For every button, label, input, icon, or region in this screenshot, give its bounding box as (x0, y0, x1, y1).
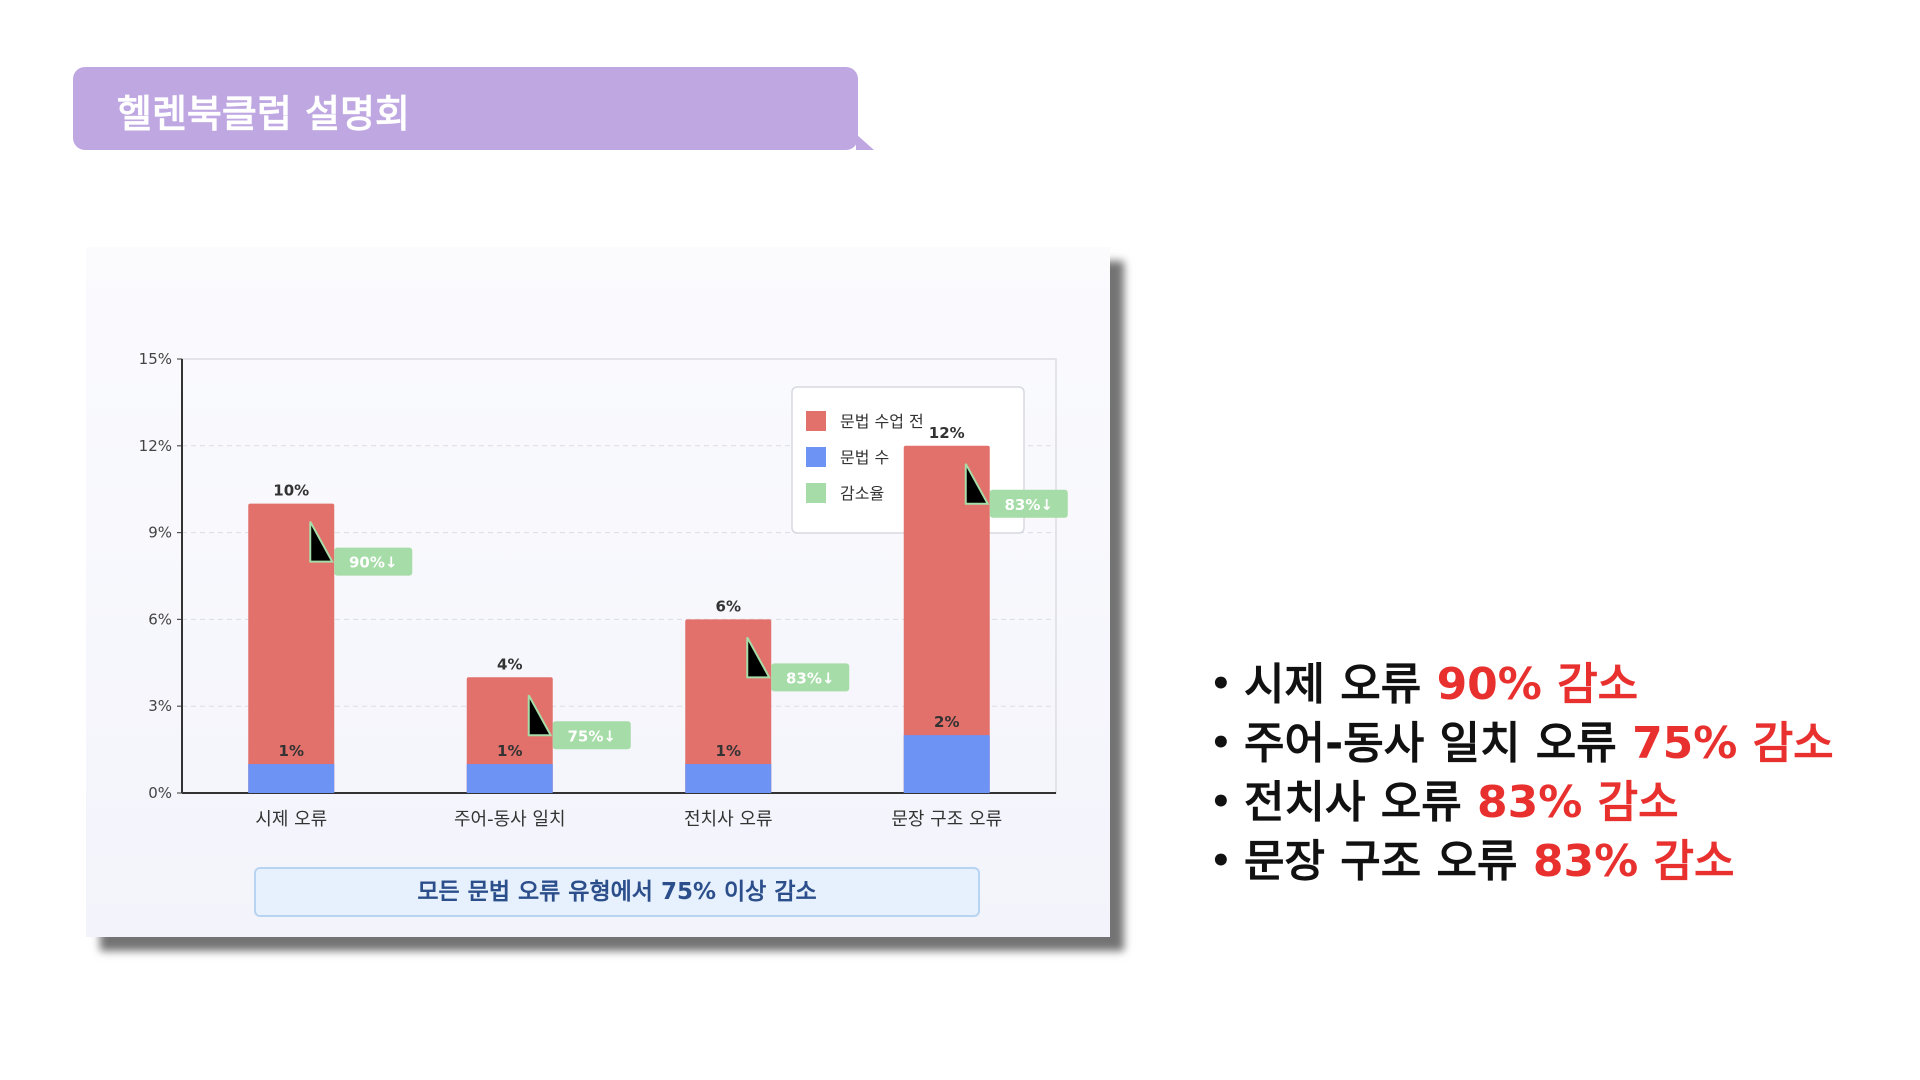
bar-before (903, 445, 990, 793)
bullet-text: 문장 구조 오류 (1244, 836, 1533, 887)
legend-swatch (806, 447, 826, 467)
bar-after-label: 1% (497, 742, 522, 760)
reduction-badge (334, 547, 413, 576)
reduction-pointer (746, 636, 771, 679)
bar-before-label: 4% (497, 655, 522, 673)
y-tick-label: 3% (148, 697, 172, 715)
y-tick-label: 0% (148, 784, 172, 802)
bullet-dot-icon: • (1210, 723, 1232, 763)
bullet-highlight: 90% 감소 (1436, 659, 1639, 710)
bullet-item: • 전치사 오류 83% 감소 (1210, 773, 1834, 832)
bullet-text: 시제 오류 (1244, 659, 1437, 710)
x-tick-label: 주어-동사 일치 (454, 809, 566, 830)
legend-label: 감소율 (840, 484, 884, 503)
reduction-label: 83%↓ (786, 669, 834, 687)
bullet-item: • 시제 오류 90% 감소 (1210, 655, 1834, 714)
reduction-pointer (309, 521, 334, 563)
bullet-highlight: 83% 감소 (1532, 836, 1735, 887)
reduction-badge (771, 663, 850, 692)
x-tick-label: 시제 오류 (255, 809, 327, 830)
reduction-badge (989, 489, 1068, 518)
reduction-label: 75%↓ (568, 727, 616, 745)
x-tick-label: 전치사 오류 (684, 809, 773, 830)
summary-banner: 모든 문법 오류 유형에서 75% 이상 감소 (254, 867, 980, 917)
bar-after (248, 764, 335, 793)
bullet-highlight: 83% 감소 (1477, 777, 1679, 828)
reduction-label: 83%↓ (1005, 496, 1053, 514)
bar-before (248, 503, 335, 793)
bullet-item: • 주어-동사 일치 오류 75% 감소 (1210, 714, 1834, 773)
legend-label: 문법 수업 전 (840, 412, 924, 431)
bullet-text: 주어-동사 일치 오류 (1244, 718, 1633, 769)
page-title: 헬렌북클럽 설명회 (117, 92, 410, 136)
reduction-label: 90%↓ (349, 554, 397, 572)
legend-swatch (806, 411, 826, 431)
bar-before-label: 10% (273, 482, 309, 500)
bullet-list: • 시제 오류 90% 감소 • 주어-동사 일치 오류 75% 감소 • 전치사 오… (1210, 655, 1834, 891)
x-tick-label: 문장 구조 오류 (891, 809, 1002, 830)
reduction-pointer (527, 694, 553, 737)
bullet-item: • 문장 구조 오류 83% 감소 (1210, 832, 1834, 891)
bullet-highlight: 75% 감소 (1632, 718, 1834, 769)
title-tab-tail (856, 134, 874, 150)
y-tick-label: 9% (148, 524, 172, 542)
bar-after-label: 1% (279, 742, 304, 760)
y-tick-label: 12% (139, 437, 172, 455)
bullet-dot-icon: • (1210, 664, 1232, 704)
bullet-dot-icon: • (1210, 782, 1232, 822)
bar-after (685, 764, 772, 793)
bar-after (466, 764, 553, 793)
legend-label: 문법 수 (840, 448, 889, 467)
reduction-badge (552, 721, 631, 750)
bullet-text: 전치사 오류 (1244, 777, 1478, 828)
bar-before-label: 6% (716, 597, 741, 615)
bar-after-label: 1% (716, 742, 741, 760)
reduction-pointer (964, 463, 990, 505)
bar-after (903, 735, 990, 793)
bar-before-label: 12% (929, 424, 965, 442)
y-tick-label: 6% (148, 610, 172, 628)
y-tick-label: 15% (139, 350, 172, 368)
bullet-dot-icon: • (1210, 841, 1232, 881)
title-tab: 헬렌북클럽 설명회 (73, 67, 874, 150)
legend-swatch (806, 483, 826, 503)
bar-after-label: 2% (934, 713, 959, 731)
